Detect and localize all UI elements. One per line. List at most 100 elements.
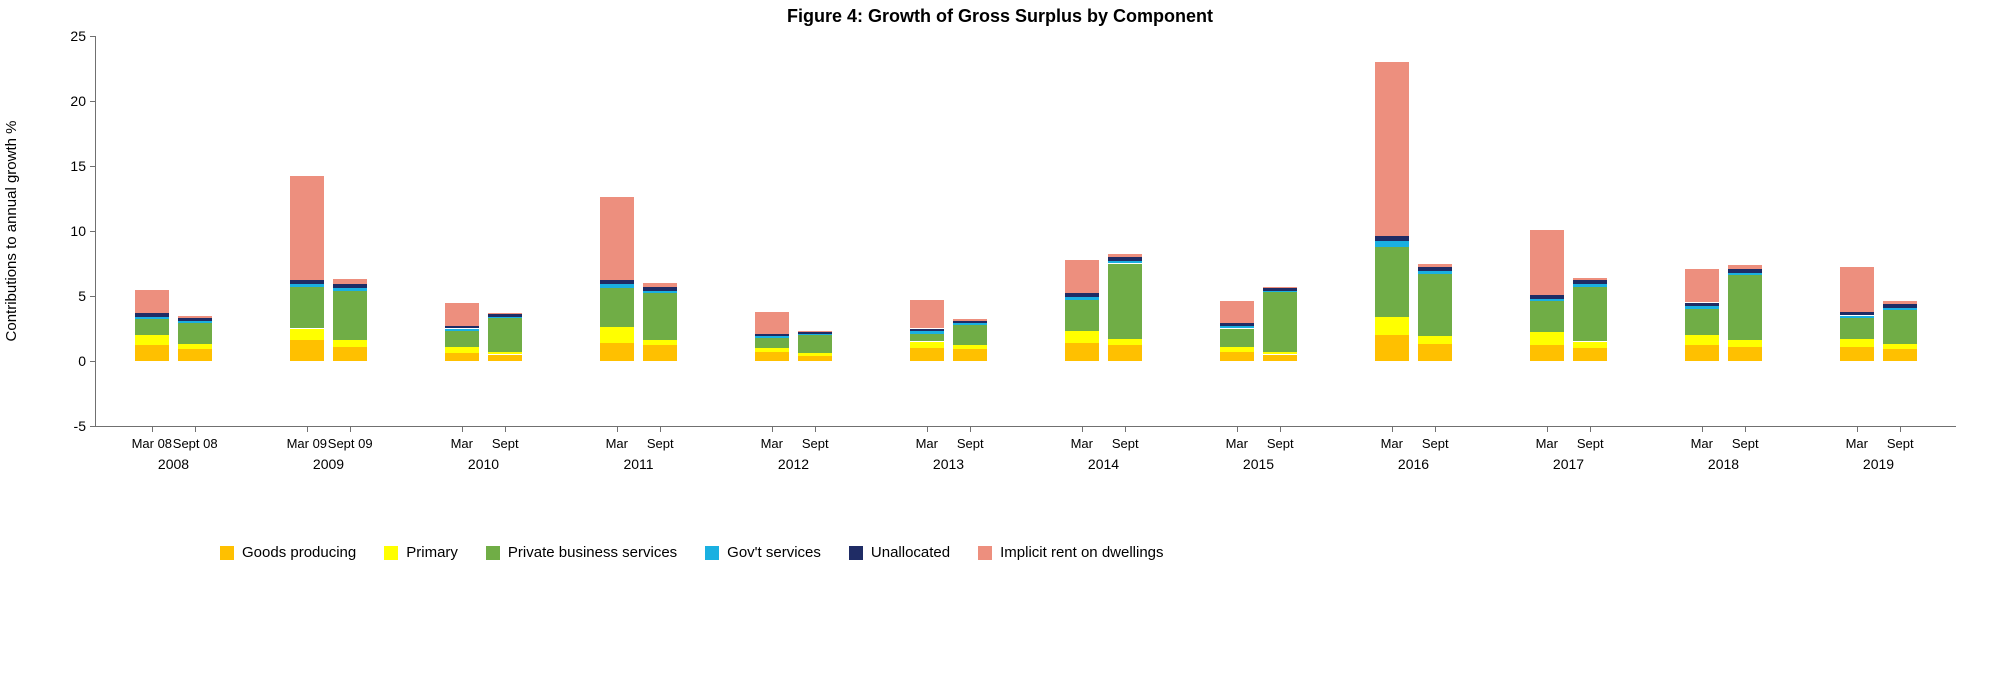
bar-segment (1065, 260, 1099, 294)
bar-segment (1883, 308, 1917, 311)
bar-segment (1530, 295, 1564, 299)
bar-segment (953, 321, 987, 324)
x-tick-label-period: Mar 09 (287, 436, 327, 451)
x-tick-mark (815, 426, 816, 432)
bar-segment (953, 349, 987, 361)
x-tick-label-year: 2013 (933, 456, 964, 472)
bar-segment (1065, 297, 1099, 300)
bar (1530, 36, 1564, 426)
group (1181, 36, 1336, 426)
bar-segment (643, 283, 677, 287)
bar (1573, 36, 1607, 426)
bar (1263, 36, 1297, 426)
legend-item: Primary (384, 544, 458, 561)
bar-segment (1220, 326, 1254, 329)
bar-segment (910, 331, 944, 334)
y-axis-label: Contributions to annual growth % (3, 121, 20, 342)
bar-segment (1263, 291, 1297, 292)
group (1646, 36, 1801, 426)
bar-segment (798, 331, 832, 332)
bar-segment (135, 335, 169, 345)
x-tick-mark (927, 426, 928, 432)
bar-segment (1530, 230, 1564, 295)
bar-segment (755, 312, 789, 334)
bar-segment (1263, 287, 1297, 288)
x-tick-label-period: Mar 08 (132, 436, 172, 451)
bar-segment (798, 335, 832, 353)
group (716, 36, 871, 426)
x-tick-mark (970, 426, 971, 432)
bar-segment (488, 355, 522, 362)
bar-segment (1883, 349, 1917, 361)
x-tick-mark (152, 426, 153, 432)
x-tick-label-year: 2019 (1863, 456, 1894, 472)
x-tick-label-year: 2010 (468, 456, 499, 472)
bar-segment (1418, 267, 1452, 271)
group (871, 36, 1026, 426)
bar-segment (1065, 300, 1099, 331)
bar-segment (1685, 335, 1719, 345)
bar-segment (1220, 301, 1254, 323)
legend-swatch (220, 546, 234, 560)
bar-segment (488, 313, 522, 314)
bar-segment (1375, 62, 1409, 236)
bar-segment (643, 287, 677, 291)
bar (445, 36, 479, 426)
group (561, 36, 716, 426)
x-tick-mark (1435, 426, 1436, 432)
bar-segment (1573, 280, 1607, 284)
bar-segment (1418, 274, 1452, 336)
legend-swatch (849, 546, 863, 560)
bar-segment (643, 291, 677, 294)
bar (1685, 36, 1719, 426)
bar-segment (1263, 355, 1297, 362)
bar-segment (135, 345, 169, 361)
x-tick-label-year: 2011 (623, 456, 653, 472)
bar (333, 36, 367, 426)
legend-item: Gov't services (705, 544, 821, 561)
bar-segment (488, 314, 522, 317)
bar (488, 36, 522, 426)
bar-segment (755, 334, 789, 337)
x-tick-label-period: Mar (1381, 436, 1403, 451)
x-tick-label-year: 2012 (778, 456, 809, 472)
bar-segment (1108, 257, 1142, 261)
bar-segment (1108, 345, 1142, 361)
chart-title: Figure 4: Growth of Gross Surplus by Com… (0, 6, 2000, 27)
bar-segment (1418, 271, 1452, 274)
legend-swatch (486, 546, 500, 560)
bar-segment (1840, 267, 1874, 311)
bar-segment (1883, 344, 1917, 349)
legend-label: Unallocated (871, 544, 950, 561)
x-tick-mark (660, 426, 661, 432)
bar-segment (333, 291, 367, 340)
x-tick-label-period: Mar (1071, 436, 1093, 451)
bar-segment (1263, 288, 1297, 291)
legend-label: Gov't services (727, 544, 821, 561)
x-tick-label-period: Sept (1267, 436, 1294, 451)
group (406, 36, 561, 426)
bar-segment (1108, 261, 1142, 264)
bar-segment (333, 340, 367, 347)
bar-segment (1108, 339, 1142, 346)
bar-segment (643, 345, 677, 361)
y-tick-label: 0 (78, 353, 96, 369)
y-tick-label: 10 (70, 223, 96, 239)
bar-segment (1530, 299, 1564, 302)
bar-segment (135, 317, 169, 320)
bar-segment (1573, 348, 1607, 361)
bar-segment (178, 318, 212, 321)
bar-segment (1728, 273, 1762, 276)
bar-segment (600, 284, 634, 288)
x-tick-label-period: Mar (916, 436, 938, 451)
bar (1840, 36, 1874, 426)
bar-segment (1065, 331, 1099, 343)
x-tick-label-period: Mar (761, 436, 783, 451)
bar (1418, 36, 1452, 426)
bar-segment (755, 352, 789, 361)
x-tick-label-period: Sept 09 (328, 436, 373, 451)
bar (643, 36, 677, 426)
bar-segment (600, 327, 634, 343)
bar-segment (488, 318, 522, 352)
legend-item: Private business services (486, 544, 677, 561)
